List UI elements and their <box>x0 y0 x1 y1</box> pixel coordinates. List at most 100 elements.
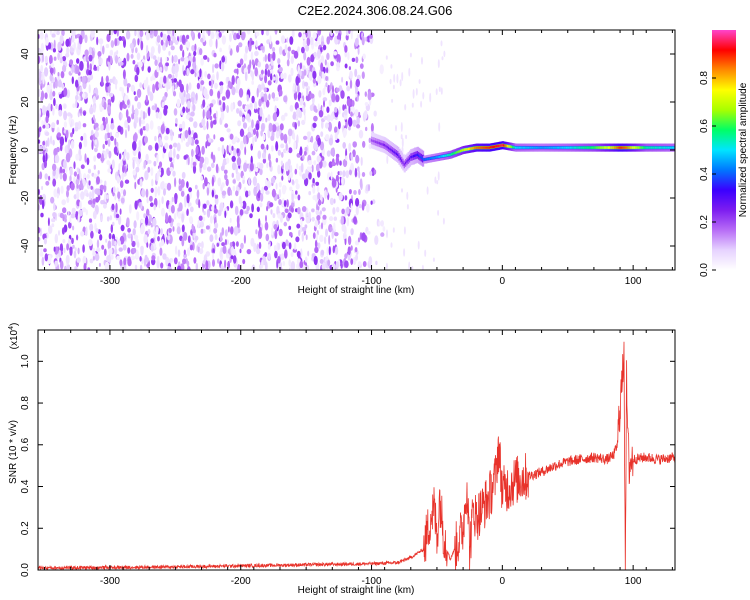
signal-core <box>645 146 648 149</box>
signal-core <box>534 146 537 149</box>
noise-speckle <box>40 64 44 73</box>
signal-core <box>398 155 401 158</box>
noise-speckle <box>167 30 172 35</box>
noise-speckle <box>116 255 121 261</box>
signal-core <box>489 146 493 149</box>
noise-speckle <box>52 107 55 116</box>
signal-core <box>658 146 661 149</box>
noise-speckle <box>261 83 265 90</box>
noise-speckle <box>192 104 196 112</box>
noise-speckle <box>213 134 216 140</box>
noise-speckle <box>243 52 248 62</box>
noise-speckle <box>81 76 86 84</box>
signal-core <box>598 146 601 149</box>
noise-speckle <box>53 81 56 89</box>
noise-speckle <box>239 248 242 254</box>
noise-speckle <box>260 143 265 150</box>
noise-speckle <box>103 248 107 256</box>
noise-speckle <box>93 164 97 170</box>
signal-core <box>406 160 409 163</box>
noise-speckle <box>324 189 327 199</box>
noise-speckle <box>301 206 307 212</box>
noise-speckle <box>119 208 122 215</box>
noise-speckle <box>52 212 57 218</box>
signal-core <box>559 146 562 149</box>
noise-speckle <box>221 144 225 155</box>
noise-speckle <box>148 144 153 151</box>
noise-speckle <box>103 101 107 110</box>
noise-speckle <box>293 193 298 199</box>
noise-speckle <box>189 244 193 251</box>
noise-speckle <box>105 75 109 83</box>
noise-speckle <box>44 131 50 136</box>
noise-speckle <box>98 262 101 267</box>
noise-speckle <box>76 58 80 64</box>
noise-speckle <box>96 176 100 185</box>
noise-speckle <box>221 242 226 247</box>
signal-core <box>606 146 609 149</box>
noise-speckle <box>41 193 47 202</box>
noise-speckle <box>292 248 297 253</box>
noise-speckle <box>108 55 111 63</box>
signal-core <box>555 146 558 149</box>
noise-speckle <box>100 200 104 205</box>
noise-speckle <box>293 242 297 251</box>
noise-speckle <box>54 77 57 82</box>
noise-speckle <box>224 210 227 219</box>
noise-speckle <box>80 231 85 237</box>
noise-speckle <box>355 154 360 164</box>
spectrogram-xlabel: Height of straight line (km) <box>298 285 415 296</box>
noise-speckle <box>174 245 178 255</box>
noise-speckle <box>39 31 44 40</box>
signal-core <box>644 146 647 149</box>
noise-speckle <box>169 156 173 163</box>
y-tick-label: 0.4 <box>20 479 31 493</box>
noise-speckle <box>302 264 307 270</box>
noise-speckle <box>63 159 67 169</box>
noise-speckle <box>157 56 160 63</box>
noise-speckle <box>72 103 76 108</box>
noise-speckle <box>293 132 296 141</box>
noise-speckle <box>213 227 218 234</box>
noise-speckle <box>333 216 337 221</box>
signal-core <box>671 146 674 149</box>
noise-speckle <box>250 143 253 151</box>
noise-speckle <box>194 139 199 145</box>
noise-speckle <box>290 67 294 77</box>
noise-speckle <box>73 176 76 186</box>
noise-speckle <box>177 212 182 219</box>
noise-speckle <box>295 183 300 190</box>
noise-speckle <box>260 73 264 78</box>
noise-speckle <box>320 131 324 137</box>
noise-speckle <box>232 185 236 192</box>
noise-speckle <box>311 208 315 213</box>
noise-speckle <box>130 53 134 59</box>
signal-core <box>394 151 397 155</box>
signal-core <box>648 146 651 149</box>
noise-speckle <box>192 161 197 167</box>
noise-speckle <box>361 172 366 177</box>
noise-speckle <box>126 52 130 62</box>
noise-speckle <box>144 170 149 181</box>
noise-speckle <box>392 84 395 90</box>
signal-core <box>610 146 613 149</box>
noise-speckle <box>217 177 222 187</box>
noise-speckle <box>358 189 361 195</box>
snr-series-line <box>38 341 675 570</box>
noise-speckle <box>225 89 231 99</box>
noise-speckle <box>75 178 80 185</box>
noise-speckle <box>133 234 139 240</box>
noise-speckle <box>76 183 79 189</box>
noise-speckle <box>52 67 56 75</box>
noise-speckle <box>54 260 58 267</box>
noise-speckle <box>207 57 210 63</box>
noise-speckle <box>51 218 56 223</box>
noise-speckle <box>94 130 99 138</box>
noise-speckle <box>67 142 70 151</box>
noise-speckle <box>249 162 254 172</box>
noise-speckle <box>53 56 57 61</box>
signal-core <box>602 146 605 149</box>
noise-speckle <box>200 228 204 234</box>
noise-speckle <box>224 173 228 181</box>
noise-speckle <box>319 141 325 151</box>
